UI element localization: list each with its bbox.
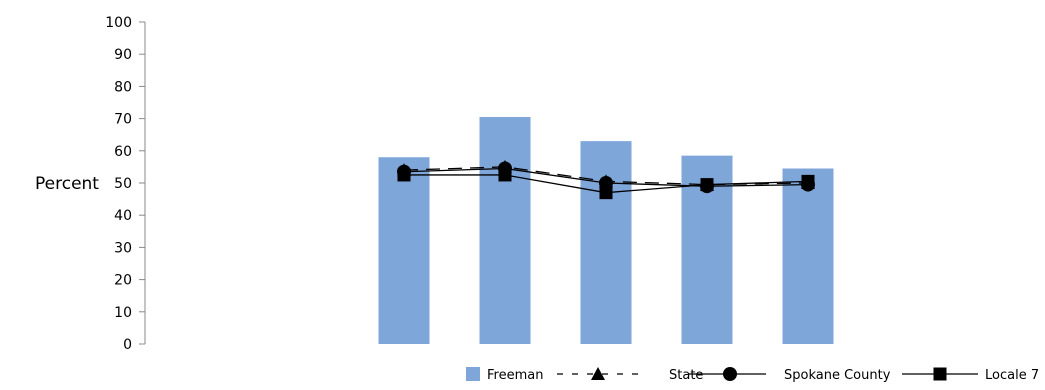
- y-tick-label: 40: [114, 208, 132, 224]
- legend-marker-spokane-county: [723, 367, 737, 381]
- marker-locale-7: [700, 178, 714, 192]
- bar-freeman: [580, 141, 632, 344]
- legend-marker-locale-7: [933, 367, 947, 381]
- legend-swatch-freeman: [466, 367, 480, 381]
- series-lines: [397, 159, 815, 200]
- bar-freeman: [378, 157, 430, 344]
- bars: [378, 116, 834, 345]
- y-tick-label: 90: [114, 47, 132, 63]
- legend-label-freeman: Freeman: [487, 368, 543, 383]
- legend-label-locale-7: Locale 7: [985, 368, 1039, 383]
- y-tick-label: 30: [114, 240, 132, 256]
- bar-freeman: [782, 168, 834, 344]
- y-tick-label: 50: [114, 176, 132, 192]
- y-tick-label: 70: [114, 112, 132, 128]
- y-tick-label: 0: [123, 337, 132, 353]
- y-tick-label: 60: [114, 144, 132, 160]
- y-axis-label: Percent: [35, 174, 99, 194]
- y-tick-label: 20: [114, 273, 132, 289]
- marker-locale-7: [397, 168, 411, 182]
- legend-label-state: State: [669, 368, 703, 383]
- y-tick-label: 10: [114, 305, 132, 321]
- y-tick-label: 80: [114, 79, 132, 95]
- marker-locale-7: [498, 168, 512, 182]
- marker-locale-7: [599, 186, 613, 200]
- legend-label-spokane-county: Spokane County: [784, 368, 891, 383]
- legend: Freeman State Spokane County Locale 7: [466, 367, 1039, 383]
- legend-marker-state: [591, 367, 605, 380]
- bar-freeman: [479, 116, 531, 345]
- marker-locale-7: [801, 174, 815, 188]
- y-axis: 0 10 20 30 40 50 60 70 80 90 100: [105, 15, 146, 353]
- y-tick-label: 100: [105, 15, 132, 31]
